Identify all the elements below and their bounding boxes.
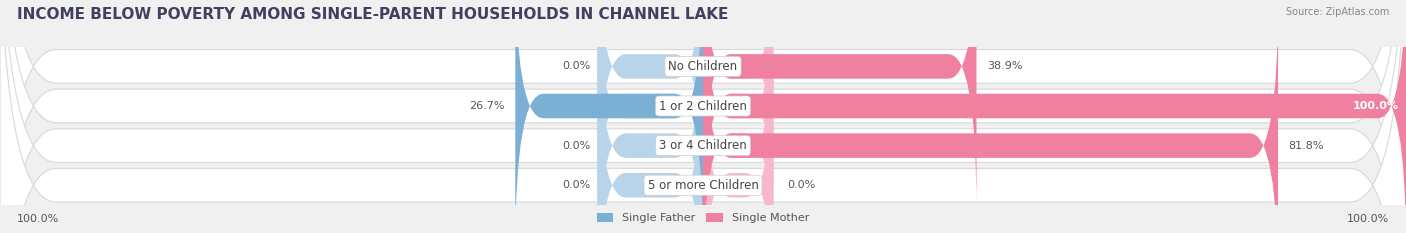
Text: 0.0%: 0.0% bbox=[787, 180, 815, 190]
FancyBboxPatch shape bbox=[703, 0, 773, 233]
FancyBboxPatch shape bbox=[703, 0, 1406, 233]
Text: 0.0%: 0.0% bbox=[562, 141, 591, 151]
Text: 81.8%: 81.8% bbox=[1289, 141, 1324, 151]
FancyBboxPatch shape bbox=[703, 0, 1278, 233]
Text: Source: ZipAtlas.com: Source: ZipAtlas.com bbox=[1285, 7, 1389, 17]
Text: 0.0%: 0.0% bbox=[562, 180, 591, 190]
Text: 5 or more Children: 5 or more Children bbox=[648, 179, 758, 192]
Text: 38.9%: 38.9% bbox=[987, 62, 1022, 71]
Text: INCOME BELOW POVERTY AMONG SINGLE-PARENT HOUSEHOLDS IN CHANNEL LAKE: INCOME BELOW POVERTY AMONG SINGLE-PARENT… bbox=[17, 7, 728, 22]
FancyBboxPatch shape bbox=[598, 0, 703, 233]
Text: 100.0%: 100.0% bbox=[17, 214, 59, 224]
FancyBboxPatch shape bbox=[703, 0, 976, 212]
Text: 100.0%: 100.0% bbox=[1353, 101, 1399, 111]
Legend: Single Father, Single Mother: Single Father, Single Mother bbox=[592, 208, 814, 227]
Text: 1 or 2 Children: 1 or 2 Children bbox=[659, 99, 747, 113]
Text: 100.0%: 100.0% bbox=[1347, 214, 1389, 224]
FancyBboxPatch shape bbox=[703, 0, 773, 212]
FancyBboxPatch shape bbox=[703, 39, 773, 233]
Text: 3 or 4 Children: 3 or 4 Children bbox=[659, 139, 747, 152]
FancyBboxPatch shape bbox=[598, 39, 703, 233]
FancyBboxPatch shape bbox=[515, 0, 703, 233]
Text: 0.0%: 0.0% bbox=[562, 62, 591, 71]
FancyBboxPatch shape bbox=[598, 0, 703, 233]
FancyBboxPatch shape bbox=[598, 0, 703, 212]
Text: No Children: No Children bbox=[668, 60, 738, 73]
FancyBboxPatch shape bbox=[703, 0, 773, 233]
Text: 26.7%: 26.7% bbox=[470, 101, 505, 111]
